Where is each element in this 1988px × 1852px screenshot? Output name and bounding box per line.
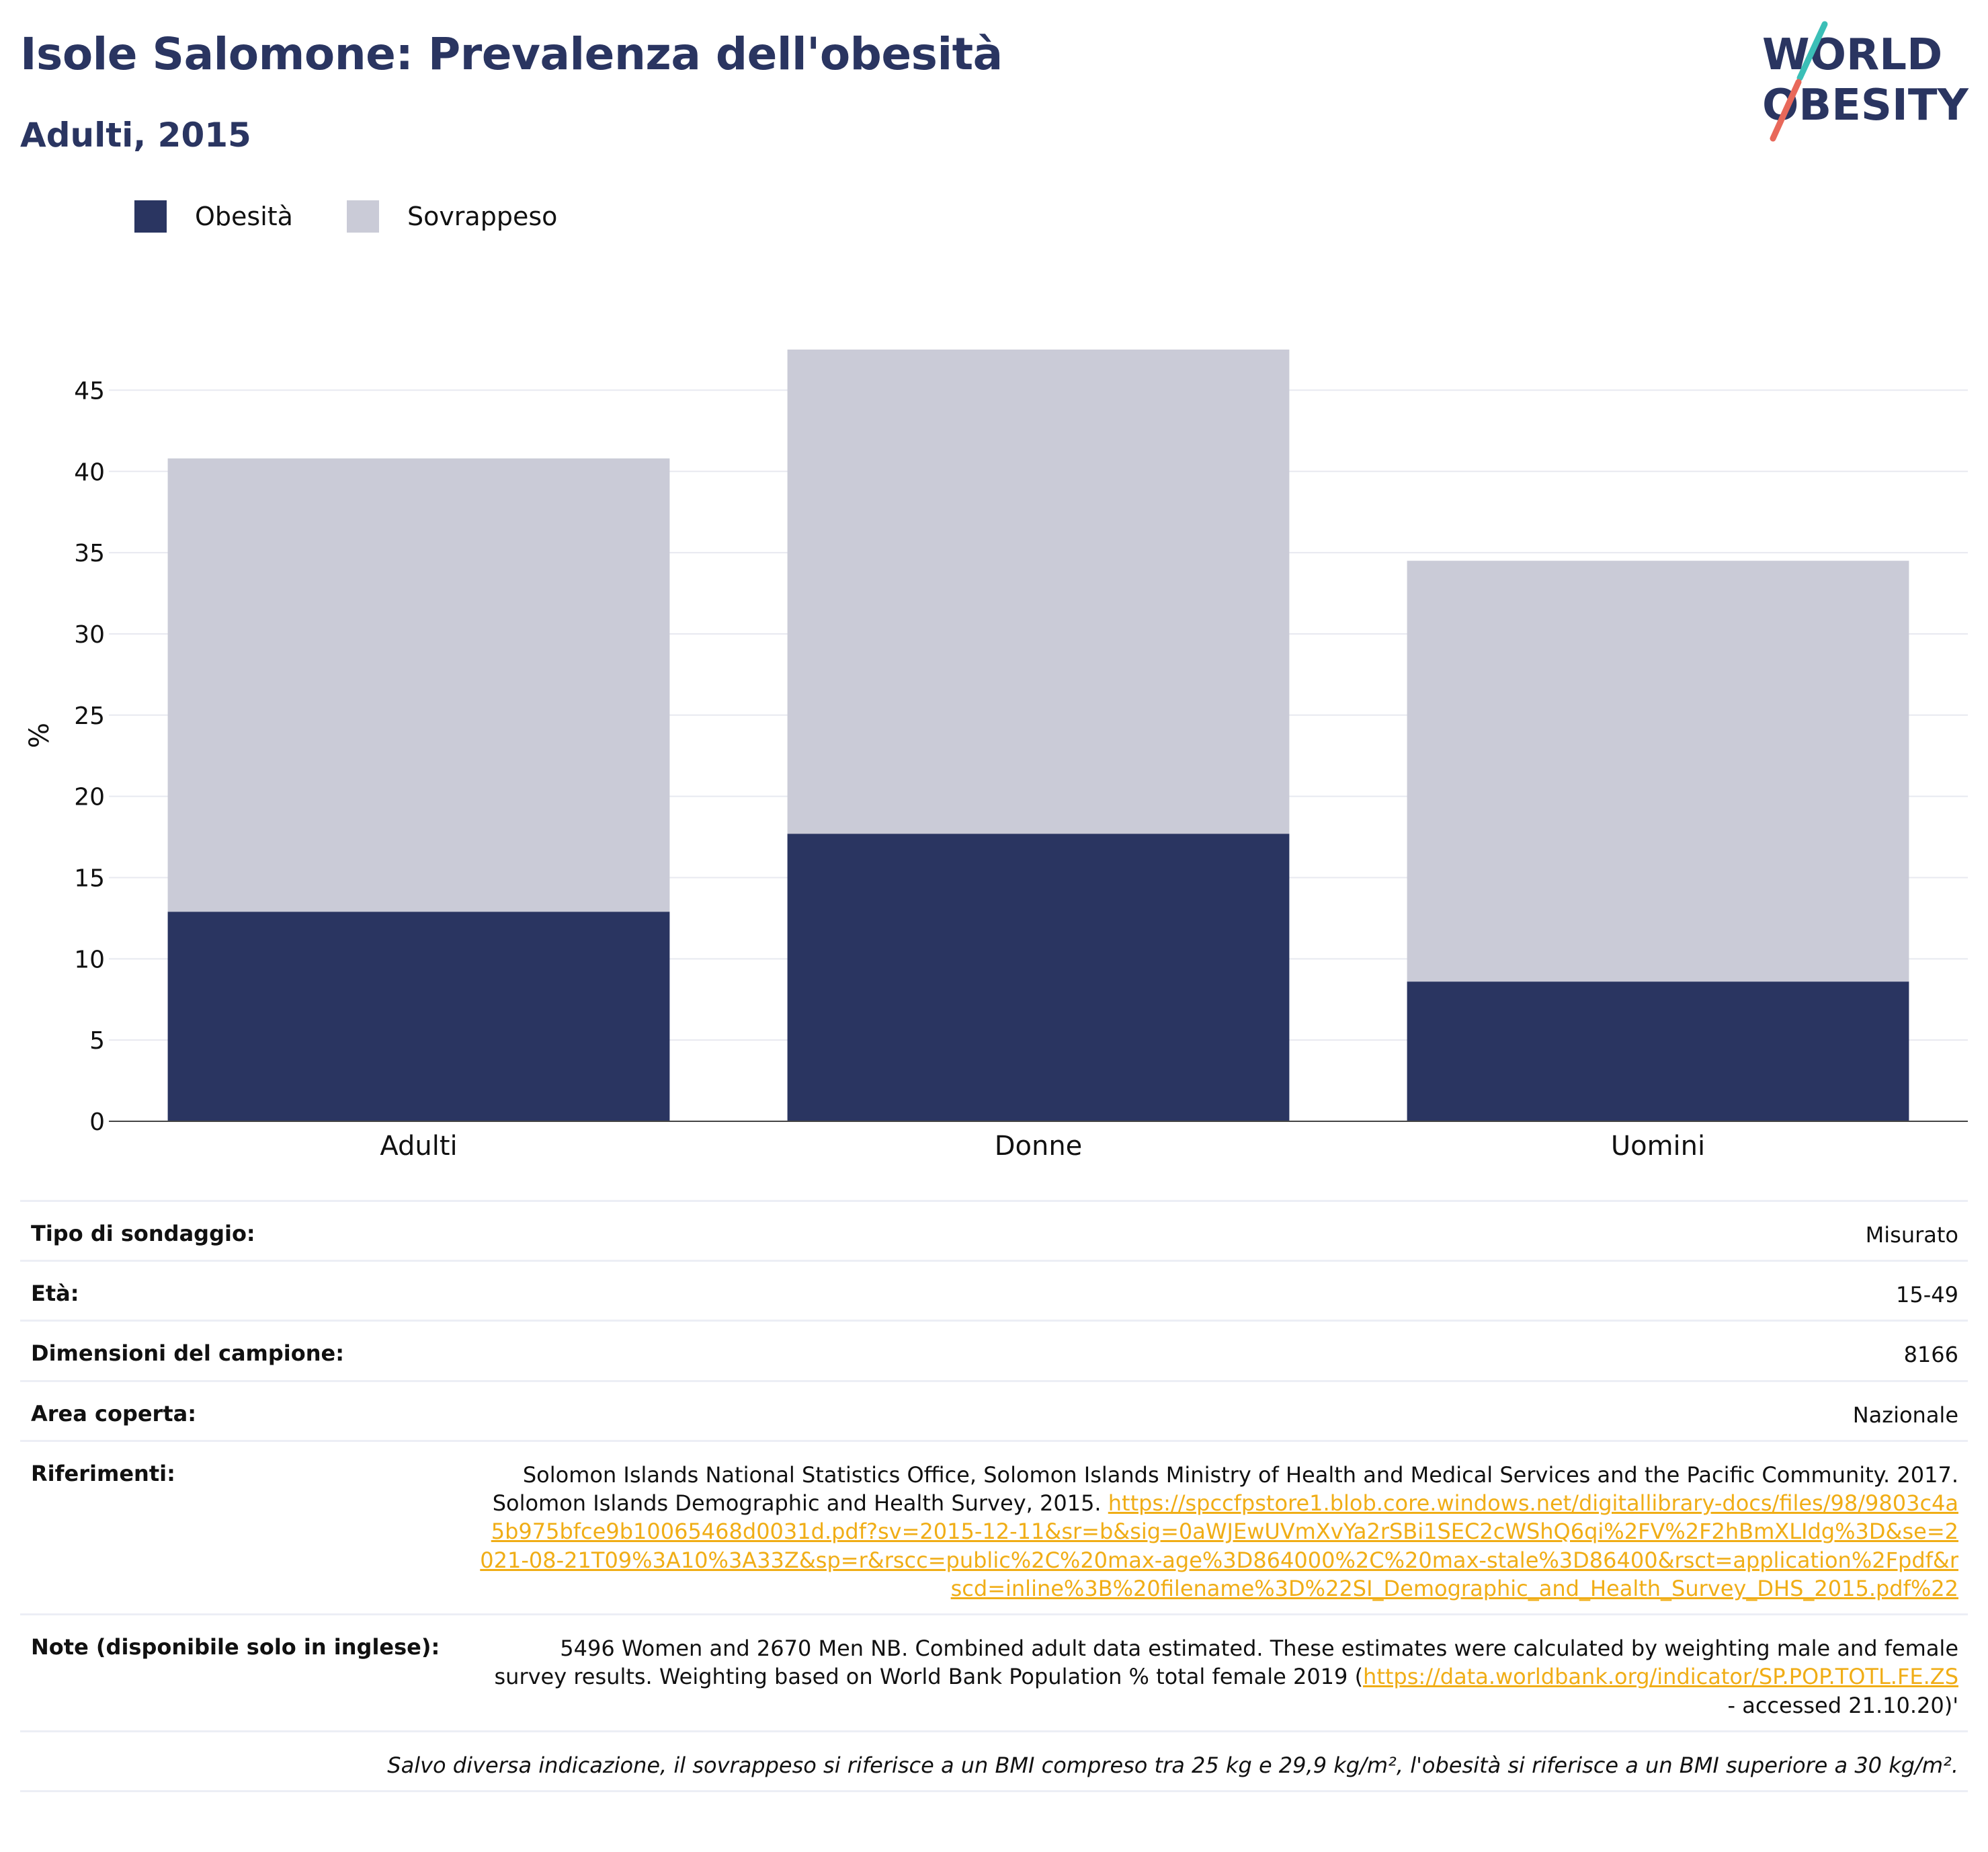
- info-label: Dimensioni del campione:: [31, 1340, 345, 1367]
- legend-label-obesity: Obesità: [195, 202, 293, 231]
- notes-text-after: - accessed 21.10.20)': [1727, 1692, 1959, 1718]
- info-label: Tipo di sondaggio:: [31, 1221, 255, 1246]
- page-subtitle: Adulti, 2015: [20, 116, 251, 155]
- legend-swatch-overweight: [346, 200, 379, 233]
- bar-overweight: [167, 458, 670, 912]
- y-tick-label: 20: [74, 784, 105, 811]
- bar-obesity: [167, 912, 670, 1121]
- x-tick-label: Adulti: [380, 1131, 457, 1162]
- bar-chart: 0 5 10 15 20 25 30 35 40 45% Adulti Donne Uomini: [24, 350, 1968, 1162]
- references-text: Solomon Islands National Statistics Offi…: [492, 1461, 1958, 1517]
- y-axis-title: %: [24, 723, 55, 748]
- info-value: Nazionale: [1852, 1402, 1958, 1428]
- info-row-age: Età: 15-49: [20, 1260, 1968, 1320]
- legend-label-overweight: Sovrappeso: [407, 202, 558, 231]
- info-value: Misurato: [1865, 1222, 1958, 1248]
- bar-overweight: [787, 350, 1290, 834]
- y-tick-label: 25: [74, 702, 105, 730]
- info-label: Riferimenti:: [31, 1460, 175, 1486]
- logo-text-world: WORLD: [1762, 30, 1942, 80]
- page-title: Isole Salomone: Prevalenza dell'obesità: [20, 28, 1003, 80]
- references-link[interactable]: https://spccfpstore1.blob.core.windows.n…: [480, 1490, 1958, 1601]
- info-label: Area coperta:: [31, 1400, 197, 1426]
- bar-obesity: [787, 834, 1290, 1121]
- info-label: Età:: [31, 1281, 79, 1307]
- info-row-footnote: Salvo diversa indicazione, il sovrappeso…: [20, 1730, 1968, 1793]
- legend-swatch-obesity: [134, 200, 167, 233]
- legend-item-obesity[interactable]: Obesità: [134, 200, 293, 233]
- info-row-notes: Note (disponibile solo in inglese): 5496…: [20, 1613, 1968, 1730]
- y-tick-label: 30: [74, 621, 105, 649]
- world-obesity-logo: WORLD OBESITY: [1762, 21, 1969, 142]
- info-row-area: Area coperta: Nazionale: [20, 1379, 1968, 1440]
- notes-link[interactable]: https://data.worldbank.org/indicator/SP.…: [1363, 1664, 1958, 1690]
- info-value: Solomon Islands National Statistics Offi…: [480, 1461, 1958, 1603]
- y-tick-label: 35: [74, 540, 105, 567]
- info-label: Note (disponibile solo in inglese):: [31, 1634, 440, 1660]
- x-tick-label: Donne: [995, 1131, 1083, 1162]
- logo-slash-teal: [1796, 21, 1828, 81]
- chart-legend: Obesità Sovrappeso: [134, 200, 611, 233]
- y-tick-label: 15: [74, 864, 105, 892]
- bar-obesity: [1407, 981, 1909, 1121]
- info-value: 8166: [1903, 1342, 1958, 1368]
- info-table: Tipo di sondaggio: Misurato Età: 15-49 D…: [20, 1200, 1968, 1793]
- legend-item-overweight[interactable]: Sovrappeso: [346, 200, 558, 233]
- y-tick-label: 40: [74, 458, 105, 486]
- y-tick-label: 10: [74, 946, 105, 973]
- footnote-text: Salvo diversa indicazione, il sovrappeso…: [387, 1752, 1958, 1778]
- logo-slash-red: [1770, 79, 1802, 142]
- info-row-references: Riferimenti: Solomon Islands National St…: [20, 1439, 1968, 1613]
- x-tick-label: Uomini: [1611, 1131, 1705, 1162]
- notes-text: 5496 Women and 2670 Men NB. Combined adu…: [494, 1636, 1959, 1690]
- info-row-sample-size: Dimensioni del campione: 8166: [20, 1320, 1968, 1379]
- info-value: 15-49: [1896, 1282, 1958, 1308]
- info-row-survey-type: Tipo di sondaggio: Misurato: [20, 1200, 1968, 1260]
- bar-overweight: [1407, 561, 1909, 982]
- y-tick-label: 0: [89, 1109, 105, 1136]
- y-tick-label: 45: [74, 377, 105, 405]
- info-value: 5496 Women and 2670 Men NB. Combined adu…: [493, 1634, 1959, 1720]
- y-tick-label: 5: [89, 1027, 105, 1055]
